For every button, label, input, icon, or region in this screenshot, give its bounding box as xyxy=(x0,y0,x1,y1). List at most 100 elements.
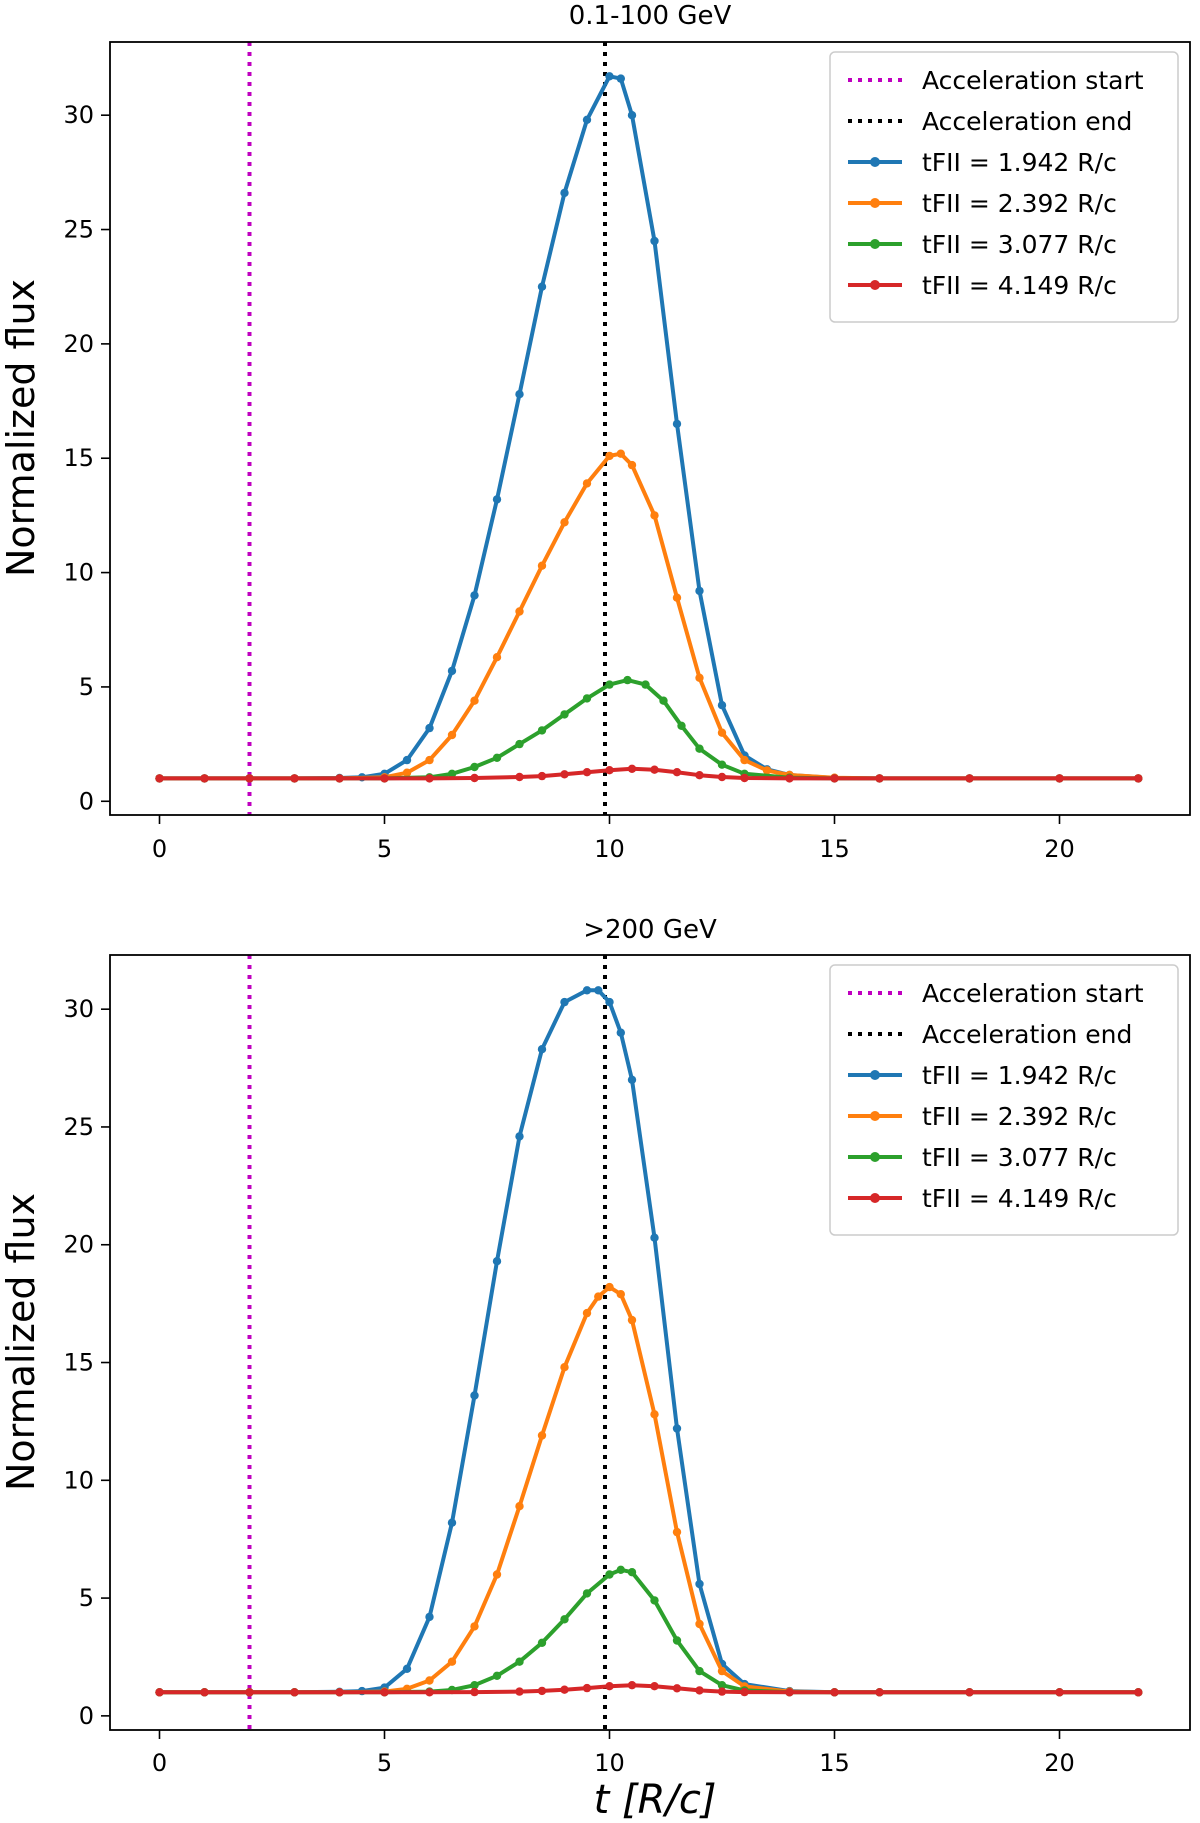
chart-panel-2: >200 GeV Normalized flux 0 5 10 15 20 0 5 10 15 20 2… xyxy=(0,915,1191,1777)
series-3-point xyxy=(695,1666,704,1676)
x-tick-label: 15 xyxy=(819,1749,850,1777)
series-2-point xyxy=(492,653,502,662)
series-2-point xyxy=(582,1308,592,1318)
series-1-point xyxy=(402,755,412,765)
x-tick-label: 10 xyxy=(594,835,625,863)
chart-panel-1: 0.1-100 GeV Normalized flux 0 5 10 15 20 0 5 10 15… xyxy=(0,1,1191,863)
series-1-point xyxy=(695,1579,704,1589)
x-tick-label: 20 xyxy=(1044,835,1075,863)
y-axis-label: Normalized flux xyxy=(0,279,43,577)
series-3-point xyxy=(605,680,614,689)
series-4-point xyxy=(830,774,839,783)
series-2-point xyxy=(672,1527,682,1537)
series-4-point xyxy=(537,771,547,781)
series-1-point xyxy=(695,586,704,596)
series-4-point xyxy=(672,768,682,777)
series-4-point xyxy=(717,772,727,782)
y-tick-label: 25 xyxy=(63,1113,94,1141)
series-4-point xyxy=(605,766,614,775)
series-1-point xyxy=(650,1233,659,1242)
legend-marker xyxy=(870,1152,880,1162)
series-1-point xyxy=(594,986,603,995)
series-4-point xyxy=(695,1686,704,1695)
series-4-point xyxy=(965,1688,974,1697)
series-1-point xyxy=(537,282,547,291)
series-2-point xyxy=(740,755,749,765)
series-1-point xyxy=(470,1391,479,1400)
series-3-point xyxy=(447,769,457,778)
series-4-point xyxy=(425,1688,434,1697)
series-2-point xyxy=(605,1282,614,1292)
x-tick-label: 15 xyxy=(819,835,850,863)
series-1-point xyxy=(492,1257,502,1266)
series-1-point xyxy=(402,1664,412,1674)
series-1-point xyxy=(650,236,659,246)
series-3-point xyxy=(695,744,704,753)
series-2-point xyxy=(627,460,637,470)
series-4-point xyxy=(155,1688,164,1697)
legend-label: tFII = 2.392 R/c xyxy=(922,1102,1117,1131)
series-3-point xyxy=(470,1681,479,1690)
series-1-point xyxy=(605,997,614,1007)
series-1-point xyxy=(560,188,569,198)
series-1-point xyxy=(582,986,592,995)
legend-label: tFII = 4.149 R/c xyxy=(922,271,1117,300)
series-3-point xyxy=(605,1570,614,1579)
y-tick-label: 10 xyxy=(63,1466,94,1494)
series-4-point xyxy=(560,770,569,779)
y-axis-label: Normalized flux xyxy=(0,1193,43,1491)
series-4-point xyxy=(425,774,434,783)
x-tick-label: 5 xyxy=(377,835,392,863)
series-3-point xyxy=(616,1565,625,1575)
series-4-point xyxy=(785,1688,794,1697)
series-4-point xyxy=(875,774,884,783)
series-1-point xyxy=(582,115,592,125)
y-tick-label: 0 xyxy=(79,1702,94,1730)
series-1-point xyxy=(717,701,727,710)
series-2-point xyxy=(470,696,479,705)
series-1-point xyxy=(616,1028,625,1037)
series-3-point xyxy=(582,694,592,703)
legend-label: Acceleration end xyxy=(922,1020,1132,1049)
series-2-point xyxy=(695,1619,704,1629)
y-tick-label: 30 xyxy=(63,995,94,1023)
legend: Acceleration start Acceleration end tFII =… xyxy=(829,51,1179,323)
series-2-point xyxy=(492,1570,502,1579)
series-1-point xyxy=(616,74,625,83)
series-2-point xyxy=(402,768,412,777)
series-4-point xyxy=(965,774,974,783)
legend-marker xyxy=(870,198,880,208)
series-4-point xyxy=(515,772,524,782)
series-2-point xyxy=(470,1622,479,1631)
y-tick-label: 5 xyxy=(79,1584,94,1612)
legend: Acceleration start Acceleration end tFII =… xyxy=(829,964,1179,1236)
series-3-point xyxy=(717,760,727,769)
series-1-point xyxy=(605,72,614,81)
series-1-point xyxy=(537,1045,547,1054)
series-2-point xyxy=(515,1502,524,1511)
series-3-point xyxy=(470,762,479,772)
legend-box xyxy=(829,964,1179,1236)
series-4-point xyxy=(672,1684,682,1693)
series-2-point xyxy=(425,755,434,765)
series-4-point xyxy=(470,1687,479,1697)
legend-marker xyxy=(870,280,880,290)
y-tick-label: 15 xyxy=(63,444,94,472)
y-tick-label: 0 xyxy=(79,787,94,815)
series-2-point xyxy=(425,1676,434,1685)
series-4-point xyxy=(470,773,479,783)
series-2-point xyxy=(537,1431,547,1440)
series-1-point xyxy=(492,495,502,504)
series-4-point xyxy=(695,771,704,780)
plot-area xyxy=(155,955,1143,1730)
series-3-point xyxy=(492,1671,502,1681)
series-4-point xyxy=(537,1686,547,1696)
series-4-point xyxy=(785,774,794,783)
chart-title: 0.1-100 GeV xyxy=(569,1,732,31)
x-tick-label: 0 xyxy=(152,1749,167,1777)
series-4-point xyxy=(335,774,344,783)
series-3-point xyxy=(560,1615,569,1624)
series-4-point xyxy=(605,1682,614,1691)
series-4-point xyxy=(515,1687,524,1696)
series-2-point xyxy=(717,728,727,737)
